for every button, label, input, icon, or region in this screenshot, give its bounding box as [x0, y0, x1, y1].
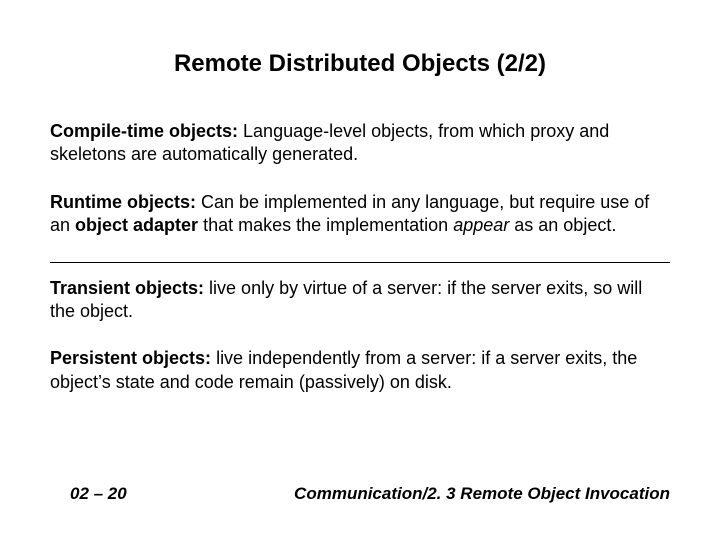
footer-right: Communication/2. 3 Remote Object Invocat… [294, 484, 670, 504]
label-persistent: Persistent objects: [50, 348, 211, 368]
para-transient: Transient objects: live only by virtue o… [50, 277, 670, 324]
label-compile-time: Compile-time objects: [50, 121, 238, 141]
body-runtime-post: as an object. [509, 215, 616, 235]
body-runtime-mid: that makes the implementation [198, 215, 453, 235]
slide: Remote Distributed Objects (2/2) Compile… [0, 0, 720, 540]
slide-title: Remote Distributed Objects (2/2) [50, 50, 670, 78]
term-object-adapter: object adapter [75, 215, 198, 235]
footer-left: 02 – 20 [70, 484, 127, 504]
para-runtime: Runtime objects: Can be implemented in a… [50, 191, 670, 238]
para-compile-time: Compile-time objects: Language-level obj… [50, 120, 670, 167]
label-transient: Transient objects: [50, 278, 204, 298]
footer: 02 – 20 Communication/2. 3 Remote Object… [70, 484, 670, 504]
separator-line [50, 262, 670, 263]
label-runtime: Runtime objects: [50, 192, 196, 212]
para-persistent: Persistent objects: live independently f… [50, 347, 670, 394]
term-appear: appear [453, 215, 509, 235]
